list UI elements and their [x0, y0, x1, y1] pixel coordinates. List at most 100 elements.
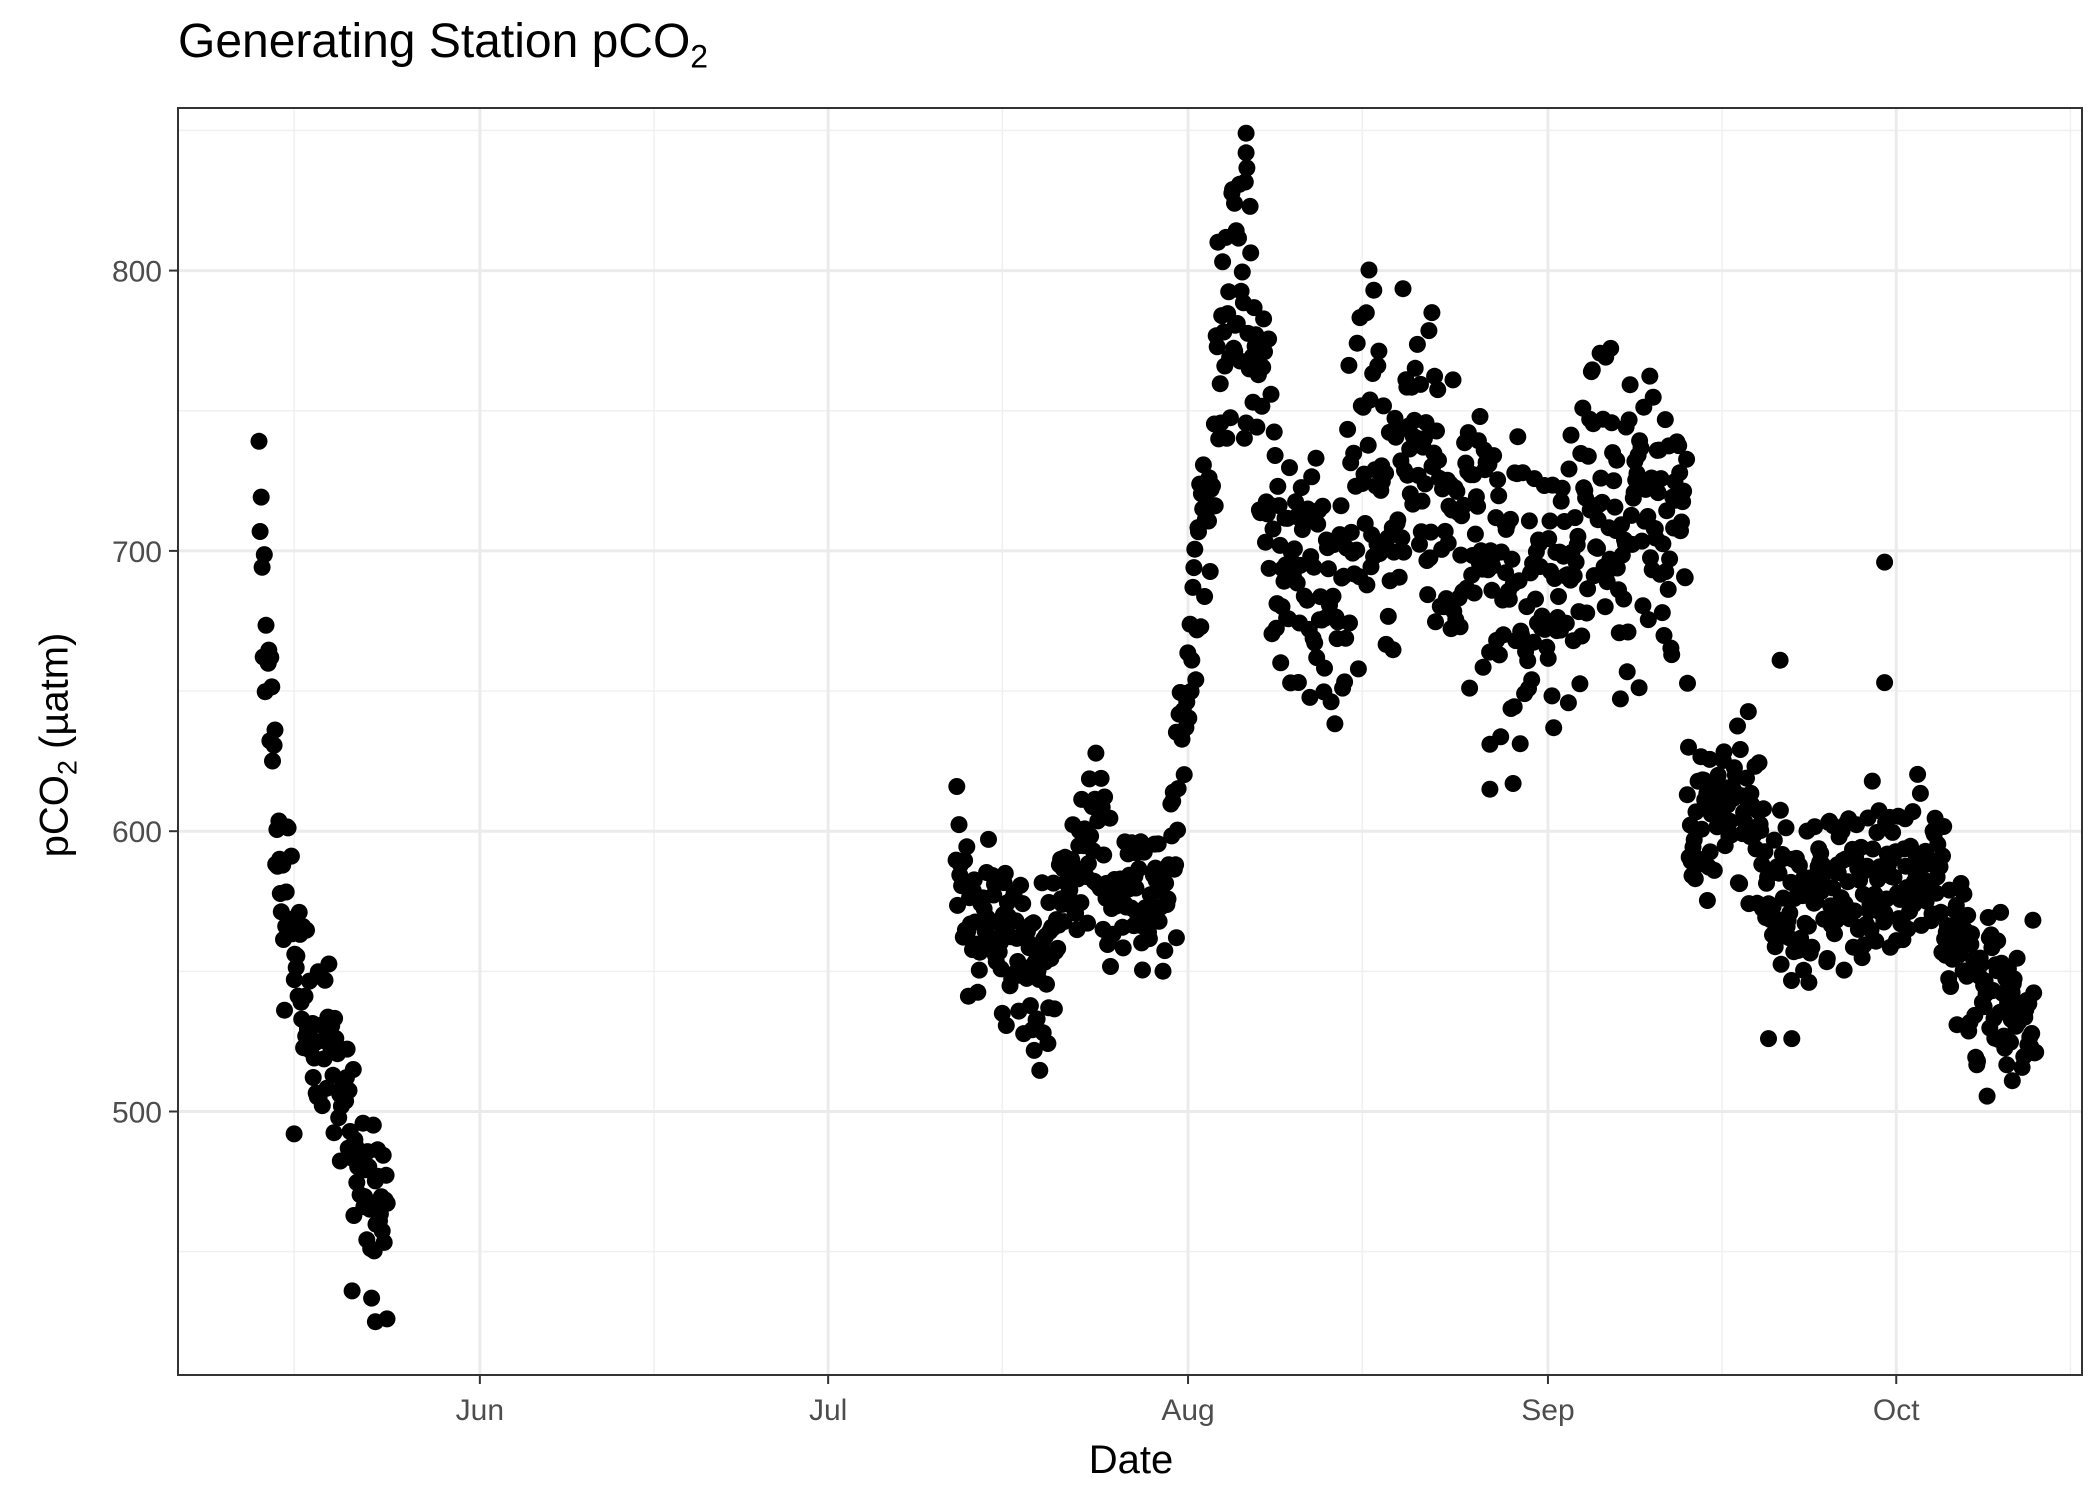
- y-tick-label: 700: [112, 536, 162, 569]
- data-point: [1087, 744, 1105, 762]
- data-point: [1040, 999, 1058, 1017]
- data-point: [1630, 679, 1648, 697]
- data-point: [1998, 1056, 2016, 1074]
- data-point: [1242, 244, 1260, 262]
- data-point: [1028, 1010, 1046, 1028]
- data-point: [1186, 540, 1204, 558]
- x-tick-label: Oct: [1873, 1394, 1920, 1427]
- data-point: [980, 830, 997, 848]
- x-tick-label: Sep: [1521, 1394, 1574, 1427]
- data-point: [1927, 884, 1945, 902]
- data-point: [340, 1082, 358, 1099]
- x-axis-label: Date: [1088, 1438, 1174, 1482]
- data-point: [958, 838, 976, 856]
- data-point: [1262, 385, 1280, 403]
- data-point: [1911, 784, 1929, 802]
- data-point: [1783, 972, 1800, 989]
- data-point: [1096, 788, 1114, 806]
- data-point: [1693, 820, 1711, 838]
- data-point: [1975, 998, 1993, 1016]
- data-point: [1039, 1035, 1057, 1052]
- data-point: [288, 947, 306, 965]
- data-point: [1942, 978, 1960, 995]
- data-point: [344, 1061, 362, 1078]
- data-point: [948, 778, 966, 795]
- data-point: [1394, 280, 1412, 298]
- data-point: [263, 678, 281, 696]
- data-point: [1245, 299, 1263, 317]
- data-point: [1606, 498, 1624, 516]
- data-point: [1675, 482, 1693, 500]
- data-point: [265, 736, 283, 754]
- data-point: [1416, 475, 1434, 493]
- data-point: [1180, 709, 1198, 727]
- data-point: [1426, 367, 1444, 385]
- data-point: [1686, 870, 1704, 888]
- data-point: [1934, 847, 1951, 865]
- axis-ticks: [169, 269, 1898, 1384]
- y-tick-label: 600: [112, 816, 162, 849]
- data-point: [1622, 506, 1640, 524]
- data-point: [1469, 497, 1487, 515]
- data-point: [1578, 604, 1596, 622]
- data-point: [1500, 590, 1518, 608]
- data-point: [1292, 479, 1310, 497]
- data-point: [1738, 769, 1755, 787]
- data-point: [1044, 874, 1062, 892]
- data-point: [374, 1146, 392, 1164]
- data-point: [1806, 818, 1824, 836]
- data-point: [1236, 173, 1254, 191]
- data-point: [1220, 283, 1238, 301]
- data-point: [325, 1124, 343, 1142]
- data-point: [1679, 674, 1696, 692]
- data-point: [1502, 510, 1519, 528]
- data-point: [1248, 418, 1266, 436]
- data-point: [1661, 550, 1679, 568]
- data-point: [1390, 568, 1408, 586]
- data-point: [1303, 468, 1321, 486]
- data-point: [1422, 523, 1440, 541]
- data-point: [1509, 428, 1527, 446]
- data-point: [250, 432, 268, 450]
- data-point: [1406, 359, 1424, 377]
- data-point: [1314, 497, 1332, 515]
- data-point: [1393, 529, 1411, 547]
- data-point: [1826, 925, 1843, 943]
- chart-title: Generating Station pCO2: [178, 15, 709, 75]
- data-point: [1237, 144, 1255, 162]
- data-point: [1218, 429, 1236, 447]
- data-point: [1800, 973, 1818, 991]
- data-point: [253, 558, 271, 576]
- data-point: [277, 883, 295, 901]
- data-point: [1505, 698, 1523, 716]
- data-point: [1092, 769, 1110, 787]
- data-point: [296, 987, 314, 1005]
- data-point: [970, 961, 988, 979]
- data-point: [1490, 487, 1508, 505]
- data-point: [1633, 532, 1651, 550]
- data-point: [1370, 342, 1388, 360]
- data-point: [279, 819, 297, 837]
- data-point: [1429, 381, 1447, 399]
- data-point: [251, 523, 269, 540]
- data-point: [1319, 560, 1337, 578]
- data-point: [1241, 197, 1259, 215]
- data-point: [1025, 914, 1042, 932]
- data-point: [1567, 553, 1585, 571]
- data-point: [1619, 623, 1637, 641]
- data-point: [1072, 894, 1090, 912]
- data-point: [1471, 408, 1489, 425]
- data-point: [1298, 591, 1316, 609]
- data-point: [1490, 646, 1508, 664]
- data-point: [1655, 627, 1673, 644]
- data-point: [316, 971, 334, 989]
- data-point: [1615, 590, 1633, 608]
- data-point: [1233, 263, 1251, 281]
- data-point: [1272, 654, 1290, 672]
- data-point: [1680, 738, 1697, 756]
- data-point: [1869, 871, 1887, 889]
- data-point: [1260, 559, 1278, 577]
- y-tick-label: 500: [112, 1097, 162, 1130]
- data-point: [1783, 1030, 1801, 1048]
- data-point: [2023, 1025, 2041, 1042]
